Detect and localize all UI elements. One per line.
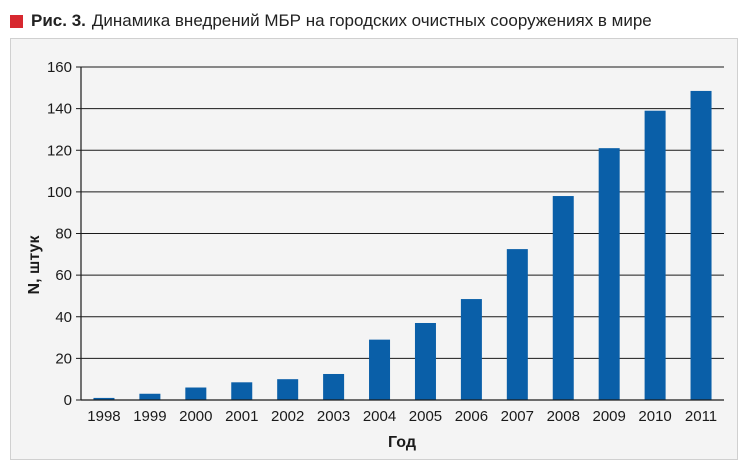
- y-tick-label: 40: [55, 309, 72, 326]
- x-tick-label: 2009: [592, 408, 625, 425]
- figure-caption: Рис. 3. Динамика внедрений МБР на городс…: [10, 10, 652, 32]
- y-tick-label: 160: [47, 59, 72, 76]
- bar-2005: [414, 322, 436, 400]
- axes: [76, 66, 724, 401]
- y-tick-label: 20: [55, 350, 72, 367]
- bar-2001: [231, 382, 253, 400]
- tick-labels: 0 20 40 60 80 100 120 140 160 1998 1999 2000 2001 200…: [47, 59, 717, 425]
- y-tick-label: 120: [47, 142, 72, 159]
- x-tick-label: 2008: [547, 408, 580, 425]
- figure-title: Динамика внедрений МБР на городских очис…: [91, 11, 652, 30]
- gridlines: [81, 66, 724, 359]
- bar-chart: 0 20 40 60 80 100 120 140 160 1998 1999 2000 2001 200…: [26, 59, 724, 451]
- x-tick-label: 2003: [317, 408, 350, 425]
- x-tick-label: 1998: [87, 408, 120, 425]
- y-tick-label: 140: [47, 101, 72, 118]
- x-tick-label: 1999: [133, 408, 166, 425]
- bar-1999: [139, 393, 161, 400]
- bar-2000: [185, 387, 207, 400]
- x-tick-label: 2005: [409, 408, 442, 425]
- x-tick-label: 2002: [271, 408, 304, 425]
- x-axis-title: Год: [388, 434, 416, 451]
- caption-marker-icon: [10, 14, 23, 28]
- x-tick-label: 2007: [501, 408, 534, 425]
- bar-2007: [506, 249, 528, 400]
- bar-2011: [690, 90, 712, 400]
- figure-label: Рис. 3.: [31, 11, 86, 30]
- y-axis-title: N, штук: [26, 235, 43, 295]
- y-tick-label: 100: [47, 184, 72, 201]
- bar-2002: [277, 379, 299, 400]
- x-tick-label: 2000: [179, 408, 212, 425]
- chart-panel: 0 20 40 60 80 100 120 140 160 1998 1999 2000 2001 200…: [10, 38, 738, 460]
- bar-2010: [644, 110, 666, 401]
- bar-2009: [598, 148, 620, 400]
- bars: [93, 90, 712, 401]
- x-tick-label: 2004: [363, 408, 396, 425]
- y-tick-label: 0: [64, 392, 72, 409]
- bar-1998: [93, 397, 115, 400]
- y-tick-label: 80: [55, 226, 72, 243]
- x-tick-label: 2006: [455, 408, 488, 425]
- bar-2006: [460, 299, 482, 400]
- bar-2008: [552, 196, 574, 400]
- bar-2003: [323, 373, 345, 400]
- x-tick-label: 2010: [638, 408, 671, 425]
- x-tick-label: 2001: [225, 408, 258, 425]
- bar-2004: [369, 339, 391, 400]
- y-tick-label: 60: [55, 267, 72, 284]
- x-tick-label: 2011: [685, 408, 717, 425]
